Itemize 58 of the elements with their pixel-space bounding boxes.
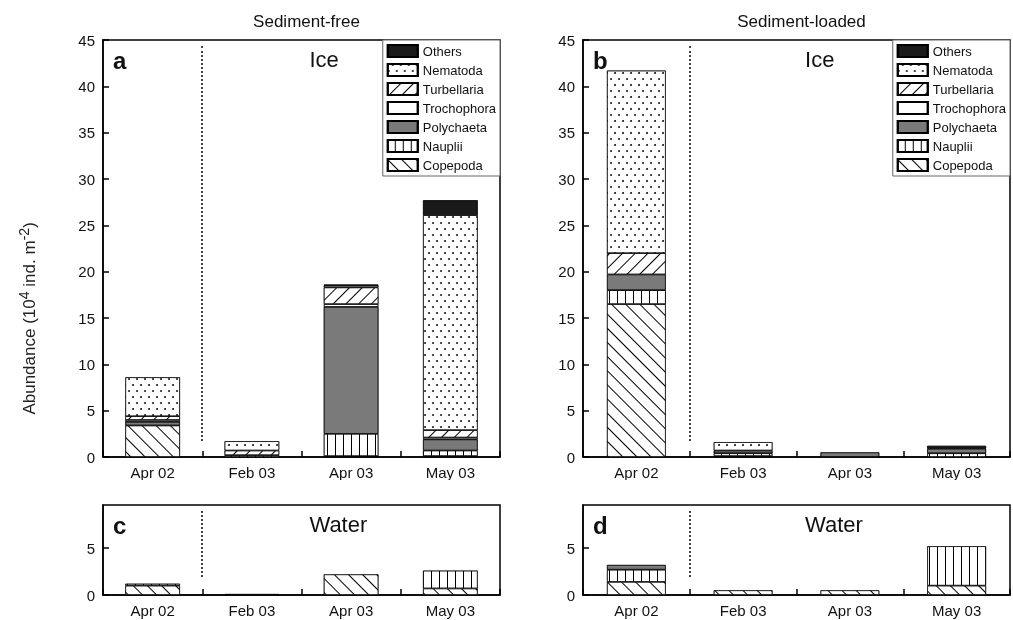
y-tick-label: 40 <box>78 77 95 95</box>
y-tick-label: 45 <box>78 31 95 49</box>
y-tick-label: 40 <box>558 77 575 95</box>
x-tick-label: Feb 03 <box>719 464 767 481</box>
x-tick-label: May 03 <box>932 602 982 619</box>
y-tick-label: 20 <box>558 263 575 281</box>
legend-label: Polychaeta <box>422 119 488 135</box>
x-tick-label: Feb 03 <box>228 602 276 619</box>
y-tick-label: 30 <box>558 170 575 188</box>
y-tick-label: 0 <box>566 586 575 604</box>
y-tick-label: 15 <box>78 309 95 327</box>
y-tick-label: 35 <box>78 124 95 142</box>
x-tick-label: May 03 <box>425 602 475 619</box>
y-tick-label: 45 <box>558 31 575 49</box>
annotation: Ice <box>805 46 835 72</box>
annotation: Water <box>805 511 863 537</box>
legend-label: Others <box>932 43 973 59</box>
legend-label: Copepoda <box>932 157 994 173</box>
y-tick-label: 15 <box>558 309 575 327</box>
legend-label: Nauplii <box>422 138 463 154</box>
chart-title: Sediment-free <box>253 12 360 31</box>
chart-title: Sediment-loaded <box>737 12 866 31</box>
y-tick-label: 5 <box>86 402 95 420</box>
y-tick-label: 10 <box>78 355 95 373</box>
x-tick-label: Feb 03 <box>719 602 767 619</box>
legend-label: Trochophora <box>422 100 497 116</box>
legend-label: Turbellaria <box>422 81 485 97</box>
y-tick-label: 25 <box>78 216 95 234</box>
legend-label: Others <box>422 43 463 59</box>
legend-label: Polychaeta <box>932 119 998 135</box>
annotation: Water <box>309 511 368 537</box>
annotation: b <box>593 46 608 74</box>
y-tick-label: 10 <box>558 355 575 373</box>
x-tick-label: Apr 02 <box>130 602 175 619</box>
y-tick-label: 25 <box>558 216 575 234</box>
legend-label: Copepoda <box>422 157 484 173</box>
y-tick-label: 35 <box>558 124 575 142</box>
y-tick-label: 0 <box>566 448 575 466</box>
x-tick-label: Apr 03 <box>329 602 374 619</box>
legend-label: Nauplii <box>932 138 973 154</box>
legend-label: Trochophora <box>932 100 1007 116</box>
legend-label: Turbellaria <box>932 81 995 97</box>
x-tick-label: Apr 02 <box>614 602 659 619</box>
annotation: a <box>113 46 127 74</box>
annotation: Ice <box>309 46 339 72</box>
annotation: d <box>593 511 608 539</box>
y-tick-label: 20 <box>78 263 95 281</box>
legend-label: Nematoda <box>932 62 994 78</box>
annotation: c <box>113 511 127 539</box>
y-tick-label: 30 <box>78 170 95 188</box>
y-tick-label: 5 <box>86 539 95 557</box>
y-tick-label: 0 <box>86 586 95 604</box>
x-tick-label: Apr 03 <box>827 602 872 619</box>
legend-label: Nematoda <box>422 62 484 78</box>
x-tick-label: Feb 03 <box>228 464 276 481</box>
y-tick-label: 5 <box>566 539 575 557</box>
y-tick-label: 0 <box>86 448 95 466</box>
y-tick-label: 5 <box>566 402 575 420</box>
